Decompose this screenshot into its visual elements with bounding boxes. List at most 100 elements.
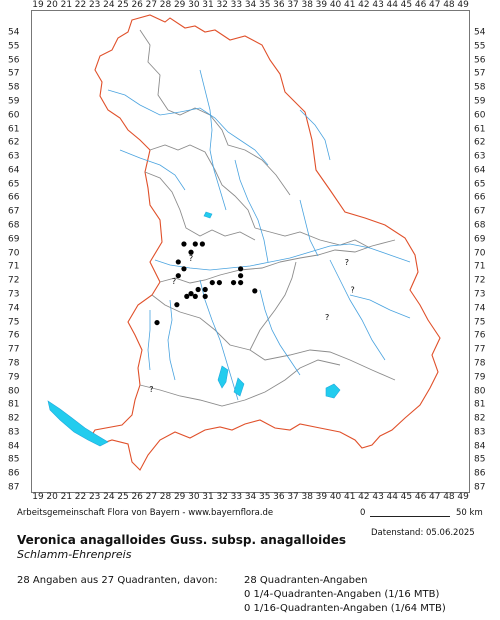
grid-y-label: 81 <box>8 399 20 410</box>
record-dot <box>188 291 194 297</box>
grid-y-label: 78 <box>8 358 20 369</box>
grid-y-label: 74 <box>8 303 20 314</box>
grid-y-label: 66 <box>8 192 20 203</box>
grid-y-label: 76 <box>8 330 20 341</box>
grid-y-label: 85 <box>8 454 20 465</box>
data-date: Datenstand: 05.06.2025 <box>371 528 475 538</box>
grid-y-label: 54 <box>8 27 20 38</box>
grid-y-label: 56 <box>8 55 20 66</box>
grid-x-label: 24 <box>103 492 115 502</box>
grid-y-label: 74 <box>474 303 486 314</box>
grid-x-label: 47 <box>429 492 441 502</box>
grid-x-label: 23 <box>88 492 101 502</box>
grid-y-label: 58 <box>474 82 486 93</box>
grid-y-label: 79 <box>474 372 486 383</box>
grid-x-label: 39 <box>315 492 328 502</box>
quadrant-stats: 28 Quadranten-Angaben 0 1/4-Quadranten-A… <box>244 574 446 616</box>
uncertain-record: ? <box>149 385 153 394</box>
credit-text: Arbeitsgemeinschaft Flora von Bayern - w… <box>17 508 274 518</box>
record-dot <box>202 293 208 299</box>
record-dot <box>175 273 181 279</box>
grid-x-label: 44 <box>386 0 398 10</box>
uncertain-record: ? <box>350 285 354 294</box>
uncertain-records: ?????? <box>149 254 354 394</box>
grid-y-label: 60 <box>474 110 486 121</box>
grid-y-label: 61 <box>474 124 486 135</box>
uncertain-record: ? <box>172 277 176 286</box>
grid-y-label: 55 <box>8 41 20 52</box>
grid-x-label: 48 <box>443 492 455 502</box>
grid-y-label: 79 <box>8 372 20 383</box>
record-dot <box>192 293 198 299</box>
grid-x-label: 34 <box>244 492 257 502</box>
rivers <box>107 69 411 401</box>
grid-y-label: 85 <box>474 454 486 465</box>
common-name: Schlamm-Ehrenpreis <box>17 548 132 561</box>
grid-y-label: 63 <box>474 151 486 162</box>
record-dot <box>199 241 205 247</box>
grid-y-label: 77 <box>8 344 20 355</box>
grid-x-label: 33 <box>230 0 243 10</box>
grid-y-label: 57 <box>474 68 486 79</box>
record-dot <box>209 279 215 286</box>
grid-x-label: 27 <box>145 492 158 502</box>
grid-x-label: 26 <box>131 0 143 10</box>
record-dot <box>188 249 194 255</box>
record-dots <box>154 241 258 326</box>
grid-x-label: 44 <box>386 492 398 502</box>
grid-y-label: 61 <box>8 124 20 135</box>
state-border <box>89 14 441 471</box>
grid-y-label: 82 <box>474 413 486 424</box>
scale-label: 50 km <box>456 508 483 518</box>
grid-y-label: 67 <box>474 206 486 217</box>
grid-x-label: 42 <box>358 0 370 10</box>
grid-y-label: 55 <box>474 41 486 52</box>
grid-x-label: 37 <box>287 492 299 502</box>
grid-y-label: 83 <box>8 427 20 438</box>
grid-x-label: 38 <box>301 492 313 502</box>
grid-x-label: 35 <box>258 492 271 502</box>
map-frame <box>31 10 470 493</box>
grid-y-label: 87 <box>8 482 20 493</box>
grid-y-label: 65 <box>474 179 486 190</box>
grid-y-label: 71 <box>474 261 486 272</box>
grid-y-label: 73 <box>8 289 20 300</box>
grid-y-label: 62 <box>8 137 20 148</box>
grid-x-label: 41 <box>344 492 356 502</box>
grid-x-label: 37 <box>287 0 299 10</box>
grid-x-label: 46 <box>414 0 427 10</box>
grid-x-label: 20 <box>46 492 58 502</box>
summary-text: 28 Angaben aus 27 Quadranten, davon: <box>17 575 218 586</box>
grid-x-label: 21 <box>60 0 73 10</box>
grid-x-label: 29 <box>173 0 186 10</box>
uncertain-record: ? <box>345 258 349 267</box>
grid-x-label: 41 <box>344 0 356 10</box>
grid-x-label: 27 <box>145 0 158 10</box>
grid-y-label: 84 <box>8 441 20 452</box>
grid-y-label: 65 <box>8 179 20 190</box>
record-dot <box>175 259 181 265</box>
grid-y-label: 70 <box>474 248 486 259</box>
lakes <box>47 211 341 447</box>
grid-y-label: 87 <box>474 482 486 493</box>
grid-y-label: 80 <box>8 386 20 397</box>
grid-x-label: 36 <box>273 492 285 502</box>
district-borders <box>139 29 396 407</box>
quadrant-stat: 28 Quadranten-Angaben <box>244 575 368 586</box>
grid-x-label: 30 <box>188 0 200 10</box>
record-dot <box>238 279 244 286</box>
grid-x-label: 33 <box>230 492 243 502</box>
grid-y-label: 75 <box>474 317 486 328</box>
grid-y-label: 59 <box>474 96 486 107</box>
grid-x-label: 25 <box>117 492 129 502</box>
grid-y-label: 58 <box>8 82 20 93</box>
grid-x-label: 22 <box>74 0 87 10</box>
grid-y-label: 72 <box>8 275 20 286</box>
record-dot <box>181 241 187 247</box>
grid-x-label: 31 <box>202 492 214 502</box>
grid-y-label: 78 <box>474 358 486 369</box>
grid-x-label: 32 <box>216 0 228 10</box>
grid-x-label: 20 <box>46 0 58 10</box>
grid-x-label: 26 <box>131 492 143 502</box>
grid-y-label: 62 <box>474 137 486 148</box>
